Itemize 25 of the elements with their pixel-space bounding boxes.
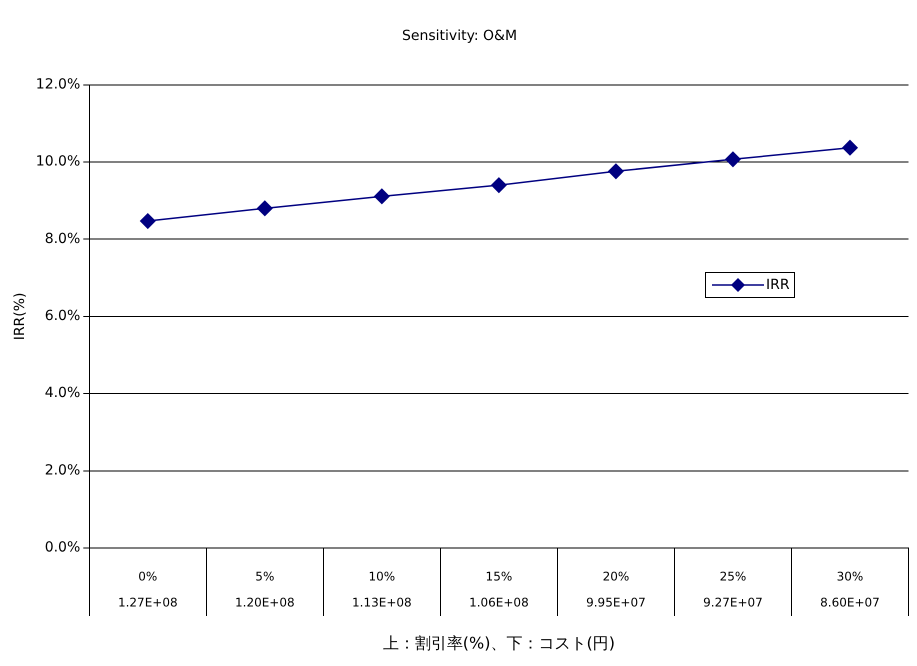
y-axis-title: IRR(%) (12, 292, 28, 340)
point (491, 177, 507, 193)
chart-title: Sensitivity: O&M (402, 28, 518, 44)
point (842, 140, 858, 156)
y-tick-label: 2.0% (44, 462, 80, 478)
x-axis-title: 上：割引率(%)、下：コスト(円) (382, 634, 615, 653)
x-tick-label: 20% 9.95E+07 (586, 569, 646, 610)
y-tick-label: 8.0% (44, 230, 80, 247)
y-tick-label: 0.0% (44, 540, 80, 556)
point (257, 200, 273, 216)
y-tick-label: 6.0% (44, 308, 80, 324)
legend-label: IRR (766, 277, 790, 293)
y-tick-label: 12.0% (36, 76, 80, 92)
x-tick-label: 5% 1.20E+08 (235, 569, 295, 610)
x-tick-label: 30% 8.60E+07 (820, 569, 880, 610)
point (140, 213, 156, 229)
x-tick-label: 25% 9.27E+07 (703, 569, 763, 610)
x-tick-label: 0% 1.27E+08 (118, 569, 178, 610)
y-tick-label: 10.0% (36, 154, 80, 170)
point (725, 152, 741, 168)
x-tick-label: 15% 1.06E+08 (469, 569, 529, 610)
x-tick-label: 10% 1.13E+08 (352, 569, 412, 610)
point (608, 164, 624, 180)
point (374, 188, 390, 204)
y-tick-label: 4.0% (44, 385, 80, 402)
